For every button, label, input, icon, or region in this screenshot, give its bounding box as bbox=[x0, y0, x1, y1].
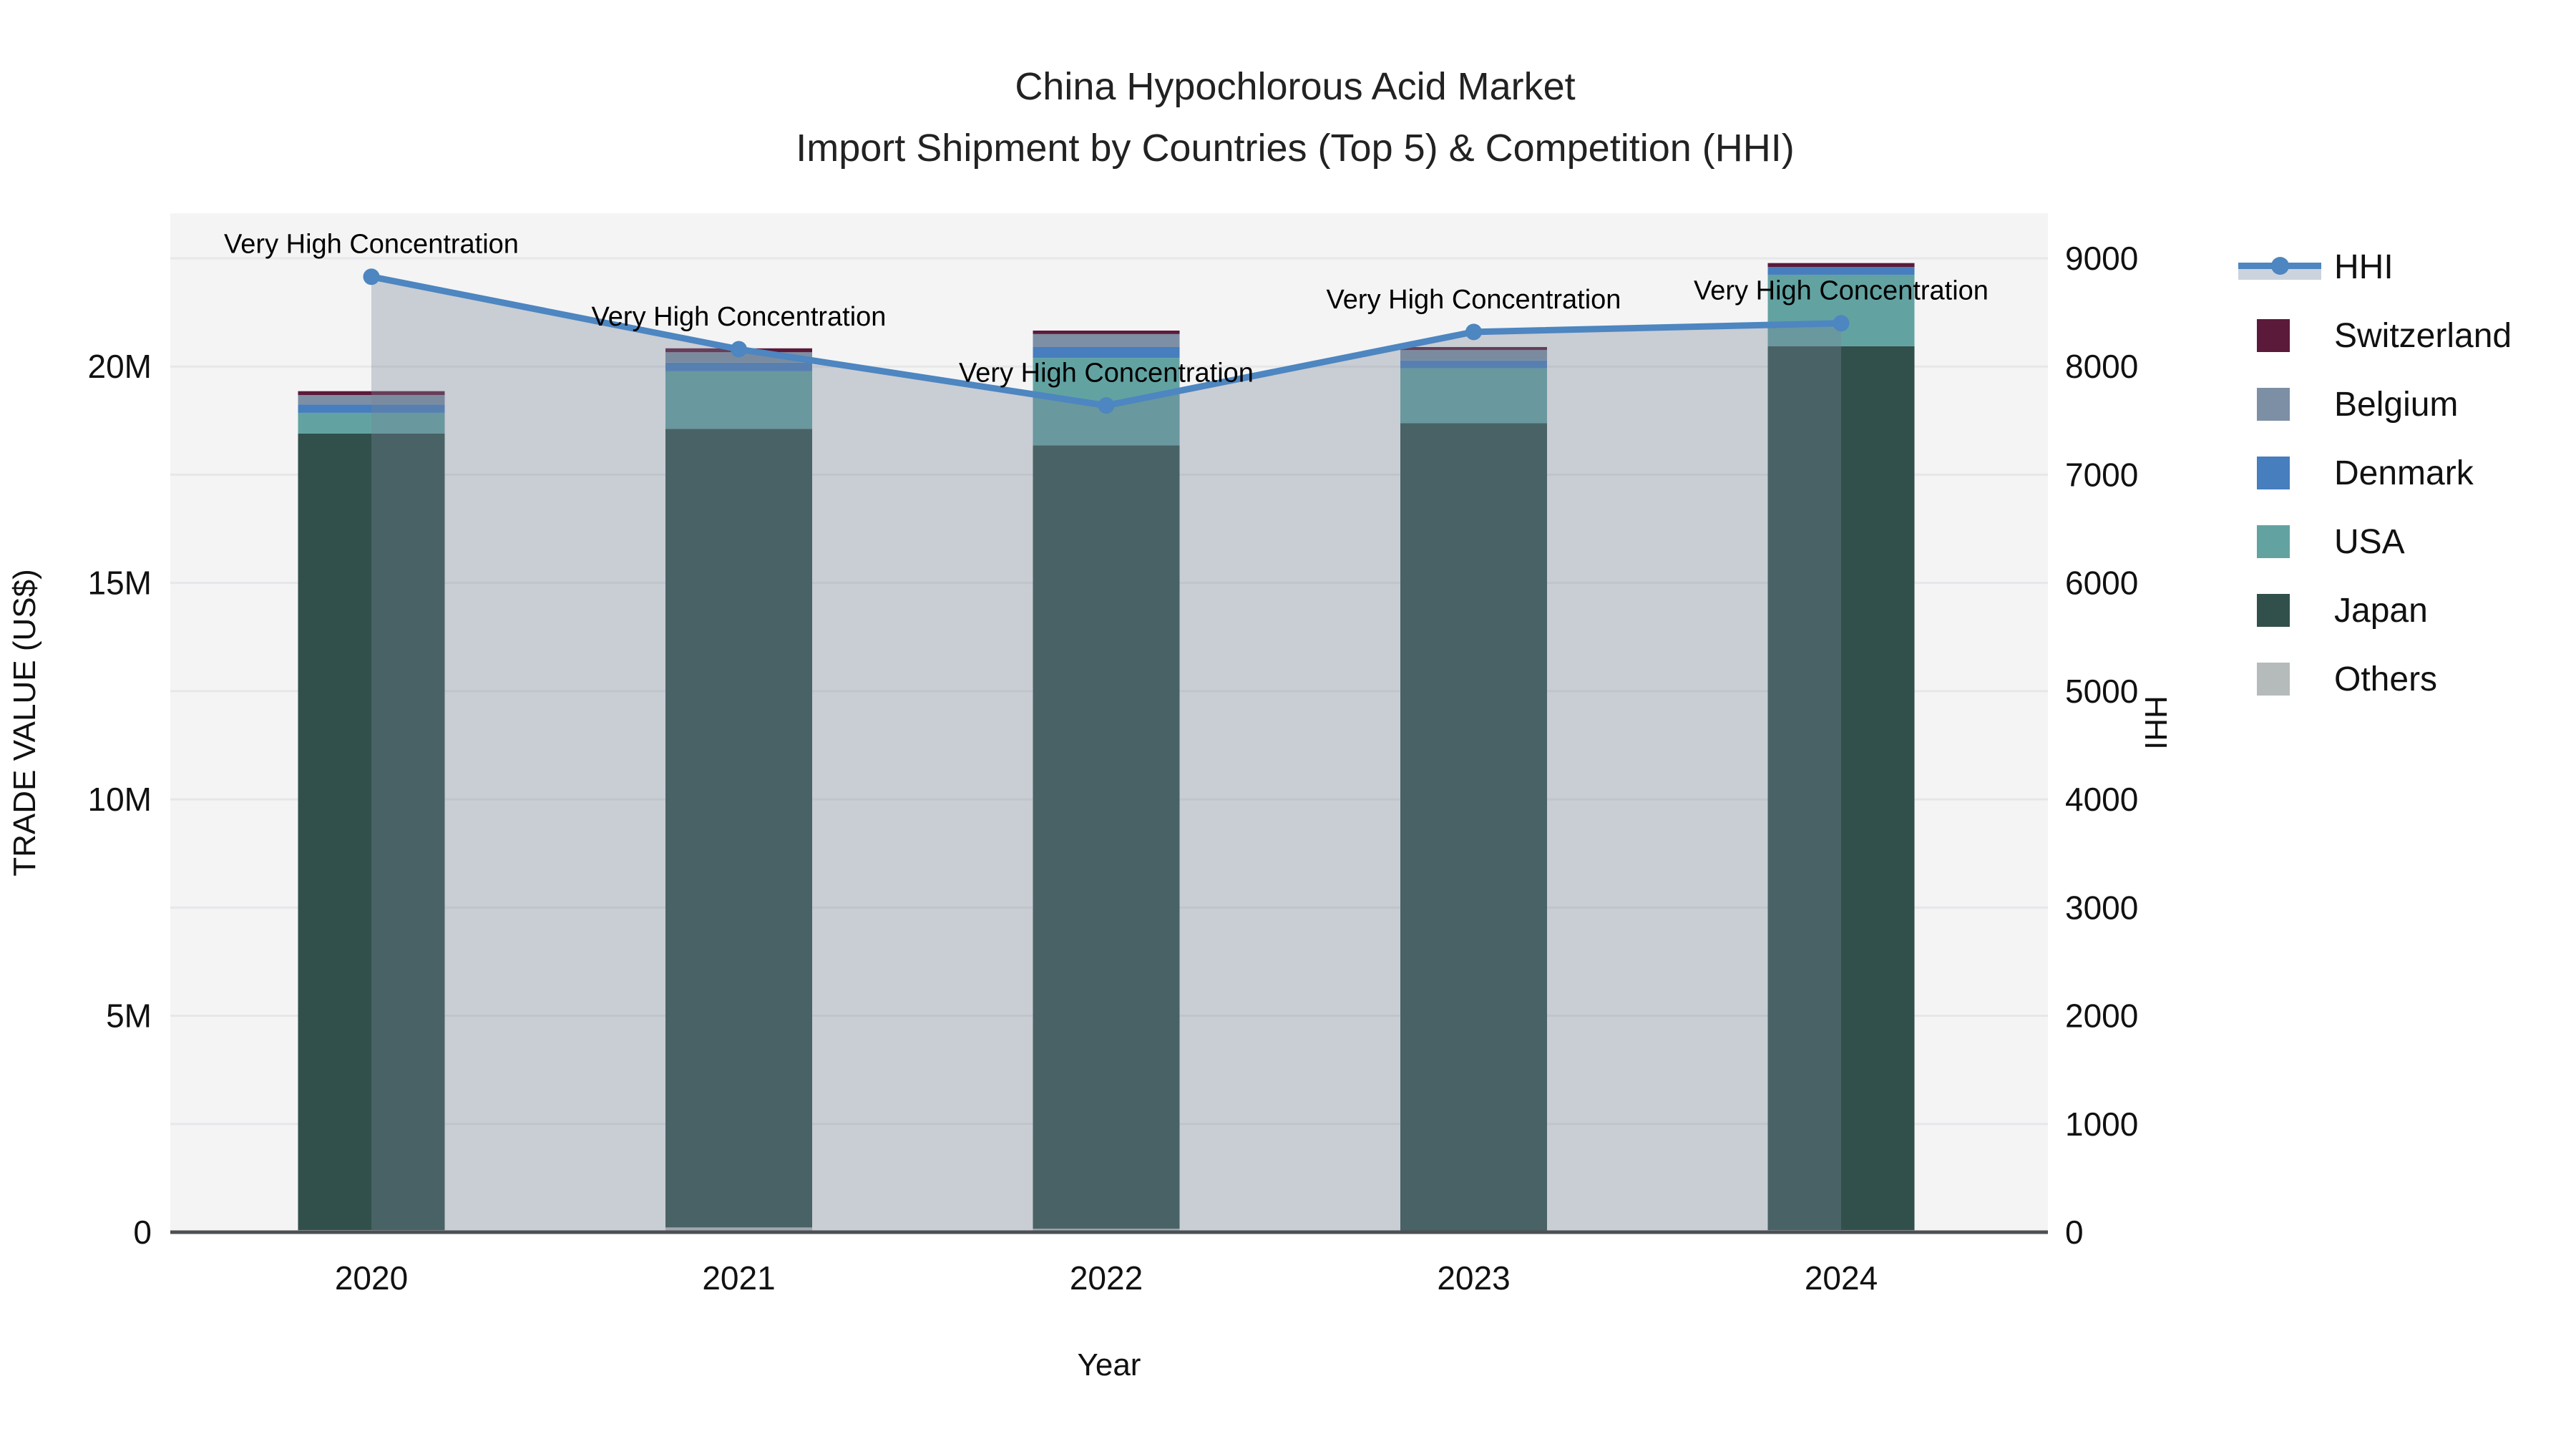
bar-segment-denmark-2022 bbox=[1033, 346, 1180, 358]
bar-segment-belgium-2020 bbox=[298, 395, 445, 405]
bar-segment-denmark-2021 bbox=[665, 362, 812, 371]
bar-segment-usa-2021 bbox=[665, 371, 812, 429]
hhi-marker-2021 bbox=[731, 341, 747, 358]
bar-segment-denmark-2024 bbox=[1767, 267, 1915, 275]
bar-segment-japan-2020 bbox=[298, 433, 445, 1230]
color-swatch-usa bbox=[2238, 525, 2324, 558]
bar-segment-denmark-2023 bbox=[1400, 360, 1547, 369]
hhi-marker-2024 bbox=[1833, 315, 1850, 332]
x-tick-label-2024: 2024 bbox=[1805, 1259, 1878, 1297]
color-swatch-icon bbox=[2257, 594, 2290, 627]
y-tick-label: 15M bbox=[88, 565, 152, 602]
color-swatch-icon bbox=[2257, 663, 2290, 696]
y-axis-title: TRADE VALUE (US$) bbox=[7, 569, 42, 877]
hhi-marker-2020 bbox=[363, 268, 380, 286]
bar-segment-switzerland-2024 bbox=[1767, 263, 1915, 268]
bar-segment-switzerland-2020 bbox=[298, 391, 445, 396]
annotation-2020: Very High Concentration bbox=[224, 230, 519, 260]
bar-segment-switzerland-2022 bbox=[1033, 330, 1180, 334]
annotation-2024: Very High Concentration bbox=[1694, 276, 1989, 306]
y2-tick-label: 0 bbox=[2065, 1214, 2084, 1251]
color-swatch-icon bbox=[2257, 525, 2290, 558]
legend-item-belgium[interactable]: Belgium bbox=[2238, 370, 2512, 439]
y2-tick-label: 3000 bbox=[2065, 889, 2138, 926]
legend-label: Belgium bbox=[2334, 385, 2459, 424]
y2-axis-title: HHI bbox=[2138, 696, 2173, 750]
chart-title: China Hypochlorous Acid Market bbox=[1015, 65, 1576, 108]
y2-tick-label: 8000 bbox=[2065, 348, 2138, 385]
y-tick-label: 10M bbox=[88, 781, 152, 818]
bar-segment-usa-2023 bbox=[1400, 368, 1547, 424]
color-swatch-icon bbox=[2257, 319, 2290, 352]
color-swatch-switzerland bbox=[2238, 319, 2324, 352]
bar-segment-usa-2020 bbox=[298, 412, 445, 434]
legend-item-others[interactable]: Others bbox=[2238, 645, 2512, 713]
y-tick-label: 20M bbox=[88, 348, 152, 385]
legend-label: Denmark bbox=[2334, 454, 2474, 492]
bar-segment-others-2021 bbox=[665, 1227, 812, 1232]
x-tick-label-2020: 2020 bbox=[335, 1259, 408, 1297]
bar-segment-japan-2021 bbox=[665, 429, 812, 1228]
bar-segment-denmark-2020 bbox=[298, 404, 445, 413]
color-swatch-belgium bbox=[2238, 388, 2324, 421]
y2-tick-label: 9000 bbox=[2065, 240, 2138, 277]
chart-title-block: China Hypochlorous Acid Market Import Sh… bbox=[0, 56, 2576, 179]
color-swatch-icon bbox=[2257, 457, 2290, 489]
legend-item-usa[interactable]: USA bbox=[2238, 507, 2512, 576]
x-tick-label-2023: 2023 bbox=[1437, 1259, 1510, 1297]
legend-item-switzerland[interactable]: Switzerland bbox=[2238, 301, 2512, 370]
color-swatch-denmark bbox=[2238, 457, 2324, 489]
legend-item-hhi[interactable]: HHI bbox=[2238, 233, 2512, 301]
legend-item-denmark[interactable]: Denmark bbox=[2238, 439, 2512, 507]
annotation-2023: Very High Concentration bbox=[1327, 285, 1621, 315]
bar-segment-belgium-2022 bbox=[1033, 333, 1180, 347]
hhi-marker-2022 bbox=[1098, 397, 1115, 414]
legend-label: Switzerland bbox=[2334, 316, 2512, 355]
chart-subtitle: Import Shipment by Countries (Top 5) & C… bbox=[796, 127, 1795, 170]
hhi-marker-2023 bbox=[1465, 323, 1482, 341]
color-swatch-japan bbox=[2238, 594, 2324, 627]
hhi-line-swatch bbox=[2238, 250, 2324, 283]
bar-segment-usa-2024 bbox=[1767, 274, 1915, 346]
x-tick-label-2022: 2022 bbox=[1070, 1259, 1143, 1297]
annotation-2021: Very High Concentration bbox=[592, 302, 887, 332]
hhi-line-swatch-graphic bbox=[2238, 250, 2321, 283]
y2-tick-label: 2000 bbox=[2065, 997, 2138, 1035]
color-swatch-others bbox=[2238, 663, 2324, 696]
y-tick-label: 5M bbox=[106, 997, 152, 1035]
color-swatch-icon bbox=[2257, 388, 2290, 421]
y2-tick-label: 4000 bbox=[2065, 781, 2138, 818]
y2-tick-label: 7000 bbox=[2065, 456, 2138, 493]
hhi-area bbox=[371, 276, 1841, 1232]
bar-segment-switzerland-2023 bbox=[1400, 346, 1547, 351]
annotation-2022: Very High Concentration bbox=[959, 358, 1254, 389]
legend: HHI Switzerland Belgium Denmark USA Japan Othe… bbox=[2238, 233, 2512, 713]
legend-label: HHI bbox=[2334, 248, 2394, 286]
bar-segment-japan-2022 bbox=[1033, 445, 1180, 1229]
x-axis-title: Year bbox=[1077, 1347, 1141, 1382]
bar-segment-belgium-2023 bbox=[1400, 350, 1547, 361]
x-tick-label-2021: 2021 bbox=[702, 1259, 775, 1297]
bar-segment-japan-2024 bbox=[1767, 346, 1915, 1230]
y2-tick-label: 1000 bbox=[2065, 1106, 2138, 1143]
bar-segment-japan-2023 bbox=[1400, 423, 1547, 1231]
y-tick-label: 0 bbox=[133, 1214, 152, 1251]
legend-label: USA bbox=[2334, 522, 2405, 561]
y2-tick-label: 6000 bbox=[2065, 565, 2138, 602]
legend-label: Others bbox=[2334, 660, 2438, 698]
y2-tick-label: 5000 bbox=[2065, 673, 2138, 710]
legend-label: Japan bbox=[2334, 591, 2428, 630]
legend-item-japan[interactable]: Japan bbox=[2238, 576, 2512, 645]
